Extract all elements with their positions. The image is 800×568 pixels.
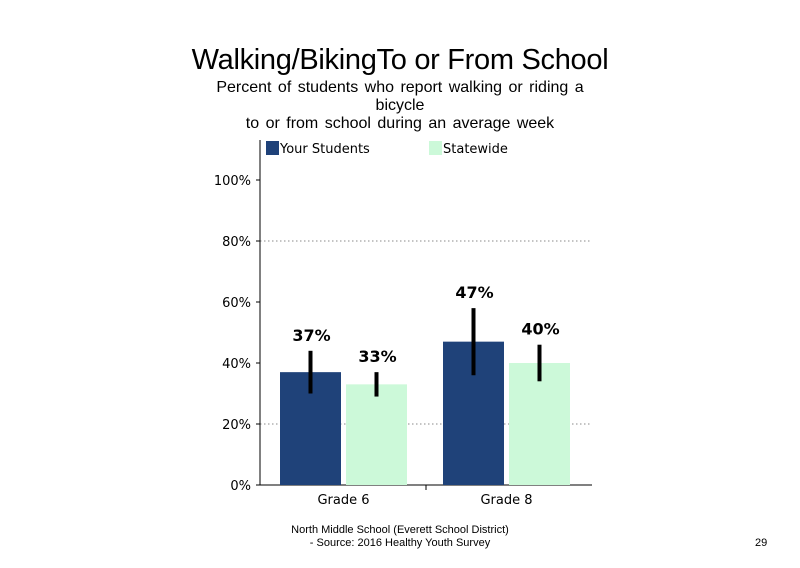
- subtitle-line-3: to or from school during an average week: [245, 115, 555, 132]
- legend-swatch-0: [266, 141, 279, 155]
- page-number: 29: [755, 537, 768, 549]
- y-tick-label-0: 0%: [230, 479, 251, 494]
- footer-source: North Middle School (Everett School Dist…: [250, 524, 550, 550]
- y-tick-label-20: 20%: [222, 418, 251, 433]
- y-tick-label-60: 60%: [222, 296, 251, 311]
- legend-label-0: Your Students: [279, 142, 370, 157]
- x-tick-label-0: Grade 6: [317, 493, 369, 508]
- chart-title: Walking/BikingTo or From School: [191, 44, 609, 76]
- y-tick-label-40: 40%: [222, 357, 251, 372]
- subtitle-line-1: Percent of students who report walking o…: [216, 79, 584, 96]
- footer-line-1: North Middle School (Everett School Dist…: [291, 524, 509, 536]
- legend-label-1: Statewide: [443, 142, 508, 157]
- chart-subtitle: Percent of students who report walking o…: [200, 79, 600, 133]
- data-label-0-1: 33%: [358, 347, 396, 366]
- x-tick-label-1: Grade 8: [480, 493, 532, 508]
- bar-grade-8-statewide: [509, 363, 570, 485]
- bar-grade-6-statewide: [346, 384, 407, 485]
- data-label-0-0: 37%: [292, 326, 330, 345]
- legend-swatch-1: [429, 141, 442, 155]
- subtitle-line-2: bicycle: [375, 97, 425, 114]
- footer-line-2: - Source: 2016 Healthy Youth Survey: [309, 537, 491, 549]
- data-label-1-1: 40%: [521, 320, 559, 339]
- data-label-1-0: 47%: [455, 283, 493, 302]
- y-tick-label-80: 80%: [222, 235, 251, 250]
- y-tick-label-100: 100%: [214, 174, 251, 189]
